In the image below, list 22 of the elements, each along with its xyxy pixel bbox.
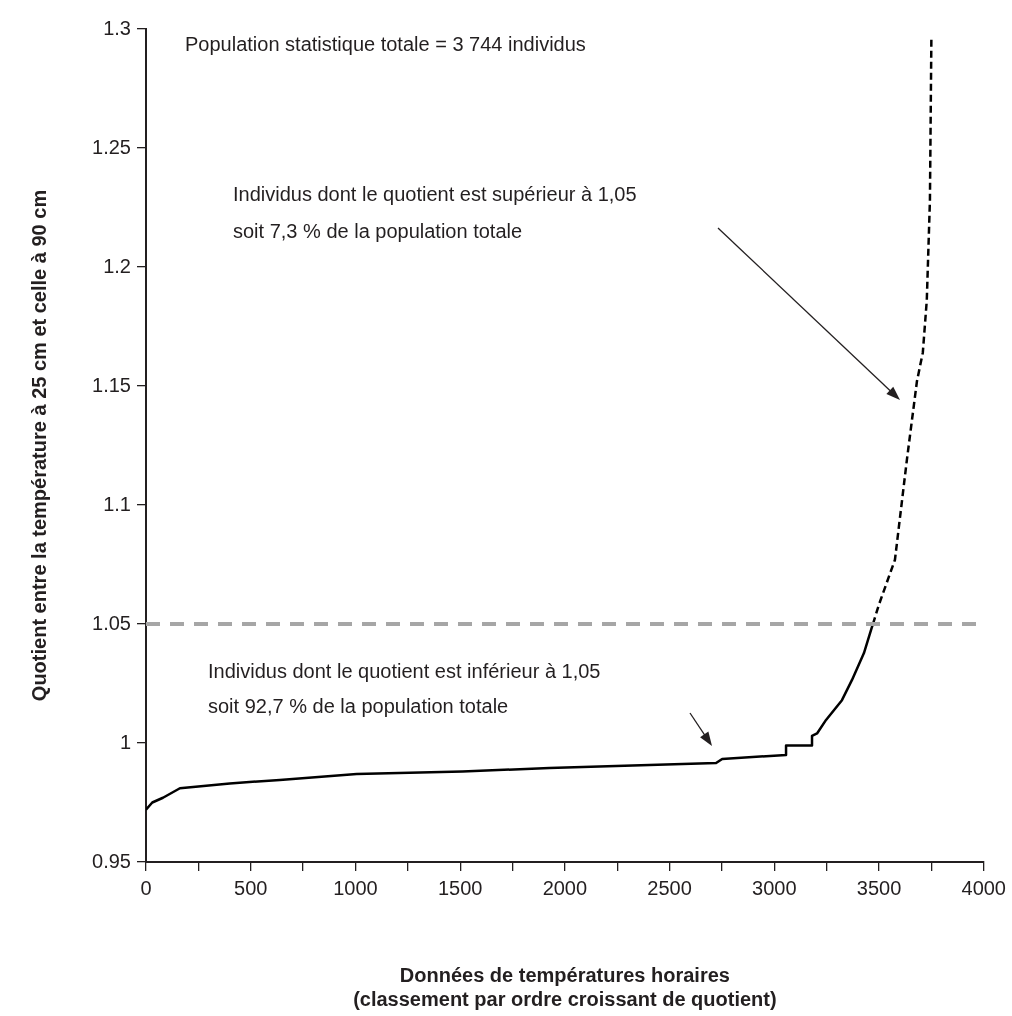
x-tick-label: 500 (234, 876, 268, 899)
annotation: Population statistique totale = 3 744 individus (185, 32, 586, 55)
y-tick-label: 1.15 (92, 373, 131, 396)
x-axis-title: Données de températures horaires (classement par ordre croissant de quotient) (353, 963, 777, 1010)
y-tick-label: 1.1 (103, 492, 131, 515)
y-tick-label: 1.25 (92, 135, 131, 158)
y-tick-label: 1.2 (103, 254, 131, 277)
x-tick-label: 1500 (437, 876, 483, 899)
x-tick-label: 4000 (961, 876, 1006, 899)
annotation: Individus dont le quotient est supérieur à 1,05 soit 7,3 % de la population totale (233, 182, 637, 242)
x-tick-label: 2000 (542, 876, 588, 899)
y-tick-label: 1 (119, 730, 131, 753)
x-tick-label: 1000 (333, 876, 378, 899)
y-axis-title: Quotient entre la température à 25 cm et celle à 90 cm (27, 189, 50, 702)
x-tick-label: 3000 (752, 876, 797, 899)
y-tick-label: 1.05 (92, 611, 131, 634)
x-tick-label: 0 (140, 876, 152, 899)
y-tick-label: 0.95 (92, 849, 131, 872)
x-tick-label: 3500 (856, 876, 902, 899)
y-tick-label: 1.3 (103, 16, 131, 39)
annotation: Individus dont le quotient est inférieur à 1,05 soit 92,7 % de la population totale (208, 659, 601, 717)
x-tick-label: 2500 (647, 876, 692, 899)
